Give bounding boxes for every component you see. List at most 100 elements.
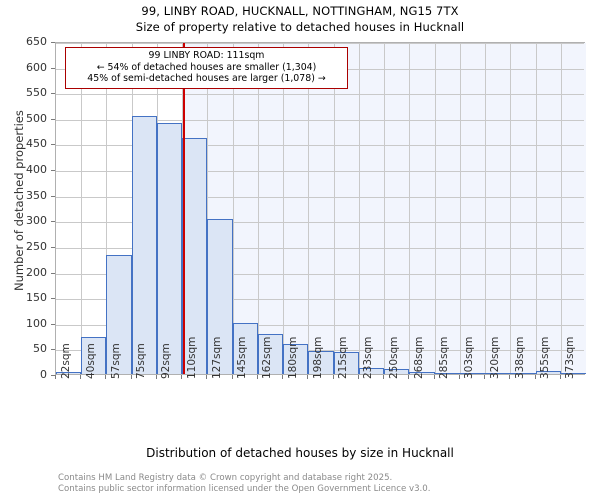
x-axis-tick-label: 285sqm xyxy=(438,336,451,379)
gridline-vertical xyxy=(535,43,537,374)
gridline-vertical xyxy=(308,43,310,374)
gridline-vertical xyxy=(207,43,209,374)
y-axis-tick-mark xyxy=(51,298,55,300)
page-title: 99, LINBY ROAD, HUCKNALL, NOTTINGHAM, NG… xyxy=(141,4,459,18)
y-axis-tick-label: 650 xyxy=(26,35,47,48)
gridline-vertical xyxy=(232,43,234,374)
x-axis-tick-mark xyxy=(458,375,460,379)
annotation-line-3: 45% of semi-detached houses are larger (… xyxy=(87,73,326,84)
y-axis-tick-mark xyxy=(51,195,55,197)
gridline-vertical xyxy=(510,43,512,374)
histogram-bar xyxy=(459,372,486,374)
gridline-vertical xyxy=(358,43,360,374)
gridline-vertical xyxy=(257,43,259,374)
gridline-vertical xyxy=(485,43,487,374)
x-axis-tick-mark xyxy=(383,375,385,379)
histogram-bar xyxy=(358,367,385,374)
x-axis-tick-label: 355sqm xyxy=(539,336,552,379)
x-axis-tick-label: 110sqm xyxy=(185,336,198,379)
histogram-bar xyxy=(485,373,511,374)
histogram-bars xyxy=(56,43,586,374)
x-axis-tick-mark xyxy=(484,375,486,379)
gridline-vertical xyxy=(384,43,386,374)
annotation-line-1: 99 LINBY ROAD: 111sqm xyxy=(148,50,265,61)
annotation-line-2: ← 54% of detached houses are smaller (1,… xyxy=(96,61,317,73)
x-axis-tick-mark xyxy=(206,375,208,379)
y-axis-tick-mark xyxy=(51,221,55,223)
x-axis-tick-mark xyxy=(509,375,511,379)
gridline-horizontal xyxy=(56,119,584,121)
y-axis-tick-label: 450 xyxy=(26,137,47,151)
gridline-vertical xyxy=(560,43,562,374)
gridline-horizontal xyxy=(56,247,584,249)
gridline-vertical xyxy=(459,43,461,374)
x-axis-tick-label: 215sqm xyxy=(337,336,350,379)
x-axis-tick-label: 145sqm xyxy=(236,336,249,379)
gridline-horizontal xyxy=(56,350,584,352)
y-axis-tick-mark xyxy=(51,246,55,248)
x-axis-tick-label: 22sqm xyxy=(59,343,72,379)
x-axis-tick-mark xyxy=(256,375,258,379)
gridline-vertical xyxy=(409,43,411,374)
histogram-bar xyxy=(232,322,258,374)
histogram-bar xyxy=(560,373,586,374)
x-axis-tick-label: 303sqm xyxy=(463,336,476,379)
y-axis-tick-mark xyxy=(51,170,55,172)
x-axis-tick-label: 373sqm xyxy=(564,336,577,379)
y-axis-tick-mark xyxy=(51,42,55,43)
y-axis-tick-label: 50 xyxy=(33,342,47,356)
histogram-bar xyxy=(510,372,536,374)
x-axis-tick-label: 338sqm xyxy=(513,336,526,379)
histogram-bar xyxy=(131,116,157,374)
x-axis-tick-mark xyxy=(534,375,536,379)
gridline-vertical xyxy=(81,43,83,374)
gridline-horizontal xyxy=(56,222,584,224)
y-axis-tick-label: 200 xyxy=(26,265,47,279)
histogram-bar xyxy=(384,368,410,374)
x-axis-tick-mark xyxy=(332,375,334,379)
x-axis-tick-mark xyxy=(181,375,183,379)
histogram-bar xyxy=(535,371,561,374)
y-axis-tick-mark xyxy=(51,144,55,146)
histogram-bar xyxy=(409,372,435,374)
histogram-bar xyxy=(156,122,183,374)
y-axis-tick-mark xyxy=(51,272,55,274)
x-axis-tick-label: 250sqm xyxy=(387,336,400,379)
footer-attribution: Contains HM Land Registry data © Crown c… xyxy=(58,473,430,494)
y-axis-tick-label: 500 xyxy=(26,111,47,125)
x-axis-tick-mark xyxy=(130,375,132,379)
x-axis-tick-label: 40sqm xyxy=(84,343,97,379)
x-axis-tick-mark xyxy=(155,375,157,379)
y-axis-tick-mark xyxy=(51,67,55,69)
x-axis-tick-label: 127sqm xyxy=(210,336,223,379)
y-axis-tick-label: 550 xyxy=(26,86,47,100)
y-axis-tick-mark xyxy=(51,375,55,376)
chart-title-block: 99, LINBY ROAD, HUCKNALL, NOTTINGHAM, NG… xyxy=(0,3,600,35)
x-axis-label: Distribution of detached houses by size … xyxy=(146,446,454,460)
y-axis-tick-label: 300 xyxy=(26,214,47,228)
gridline-vertical xyxy=(333,43,335,374)
x-axis-tick-label: 92sqm xyxy=(160,343,173,379)
y-axis-tick-label: 600 xyxy=(26,60,47,74)
x-axis-tick-mark xyxy=(231,375,233,379)
gridline-horizontal xyxy=(56,299,584,301)
y-axis-tick-mark xyxy=(51,118,55,120)
gridline-horizontal xyxy=(56,145,584,147)
x-axis-tick-label: 162sqm xyxy=(261,336,274,379)
histogram-bar xyxy=(333,351,359,374)
x-axis-tick-mark xyxy=(357,375,359,379)
y-axis-tick-mark xyxy=(51,323,55,325)
y-axis-tick-label: 100 xyxy=(26,316,47,330)
y-axis-tick-label: 350 xyxy=(26,188,47,202)
x-axis-tick-label: 268sqm xyxy=(412,336,425,379)
property-marker-line xyxy=(182,43,185,374)
x-axis-tick-mark xyxy=(55,375,56,379)
footer-line-1: Contains HM Land Registry data © Crown c… xyxy=(58,473,393,483)
gridline-horizontal xyxy=(56,43,584,44)
histogram-bar xyxy=(81,337,107,374)
y-axis-tick-mark xyxy=(51,349,55,351)
footer-line-2: Contains public sector information licen… xyxy=(58,483,431,494)
gridline-horizontal xyxy=(56,171,584,173)
x-axis-tick-mark xyxy=(559,375,561,379)
